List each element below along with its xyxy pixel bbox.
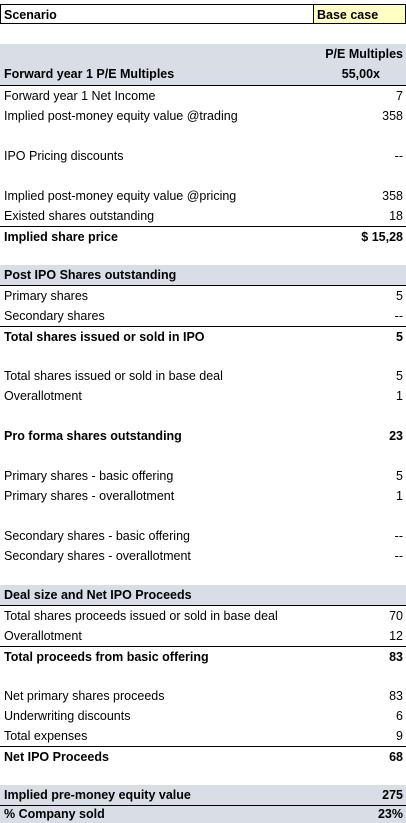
table-row: Primary shares 5 bbox=[0, 286, 406, 306]
pre-money-row: Implied pre-money equity value 275 bbox=[0, 785, 406, 806]
row-value: 9 bbox=[396, 729, 403, 743]
table-row: Secondary shares - basic offering -- bbox=[0, 526, 406, 546]
scenario-value-cell[interactable]: Base case bbox=[314, 4, 406, 24]
table-row: Overallotment 12 bbox=[0, 626, 406, 646]
table-row: Secondary shares -- bbox=[0, 306, 406, 326]
table-row: Total shares proceeds issued or sold in … bbox=[0, 606, 406, 626]
deal-section-header: Deal size and Net IPO Proceeds bbox=[0, 585, 406, 606]
row-value: 358 bbox=[382, 189, 403, 203]
company-sold-value: 23% bbox=[377, 807, 403, 821]
row-value: 12 bbox=[389, 629, 403, 643]
row-value: 18 bbox=[389, 209, 403, 223]
total-ipo-shares-label: Total shares issued or sold in IPO bbox=[4, 330, 205, 344]
table-row: IPO Pricing discounts -- bbox=[0, 146, 406, 166]
net-proceeds-value: 68 bbox=[389, 750, 403, 764]
row-label: IPO Pricing discounts bbox=[4, 149, 124, 163]
pro-forma-row: Pro forma shares outstanding 23 bbox=[0, 426, 406, 446]
pe-title-row: Forward year 1 P/E Multiples 55,00x bbox=[0, 64, 406, 86]
scenario-value[interactable]: Base case bbox=[317, 8, 379, 22]
deal-section-title: Deal size and Net IPO Proceeds bbox=[4, 588, 192, 602]
company-sold-label: % Company sold bbox=[4, 807, 105, 821]
row-label: Underwriting discounts bbox=[4, 709, 131, 723]
row-label: Secondary shares bbox=[4, 309, 105, 323]
row-value: -- bbox=[394, 309, 403, 323]
row-value: -- bbox=[394, 149, 403, 163]
pe-title: Forward year 1 P/E Multiples bbox=[4, 67, 175, 81]
row-label: Existed shares outstanding bbox=[4, 209, 155, 223]
row-label: Primary shares - overallotment bbox=[4, 489, 175, 503]
scenario-label-cell: Scenario bbox=[0, 4, 314, 24]
row-label: Secondary shares - overallotment bbox=[4, 549, 191, 563]
pre-money-label: Implied pre-money equity value bbox=[4, 788, 191, 802]
row-value: 1 bbox=[396, 389, 403, 403]
row-label: Total shares proceeds issued or sold in … bbox=[4, 609, 278, 623]
table-row: Existed shares outstanding 18 bbox=[0, 206, 406, 226]
total-basic-label: Total proceeds from basic offering bbox=[4, 650, 209, 664]
net-proceeds-row: Net IPO Proceeds 68 bbox=[0, 746, 406, 767]
row-label: Implied post-money equity value @pricing bbox=[4, 189, 237, 203]
shares-section-header: Post IPO Shares outstanding bbox=[0, 265, 406, 286]
row-value: 5 bbox=[396, 289, 403, 303]
row-value: 358 bbox=[382, 109, 403, 123]
table-row: Implied post-money equity value @trading… bbox=[0, 106, 406, 126]
total-ipo-shares-row: Total shares issued or sold in IPO 5 bbox=[0, 326, 406, 347]
pe-multiple: 55,00x bbox=[341, 67, 380, 81]
row-label: Primary shares bbox=[4, 289, 89, 303]
table-row: Primary shares - basic offering 5 bbox=[0, 466, 406, 486]
table-row: Forward year 1 Net Income 7 bbox=[0, 86, 406, 106]
table-row: Underwriting discounts 6 bbox=[0, 706, 406, 726]
pe-column-header: P/E Multiples bbox=[325, 47, 403, 61]
row-value: 7 bbox=[396, 89, 403, 103]
share-price-row: Implied share price $ 15,28 bbox=[0, 226, 406, 247]
row-label: Total shares issued or sold in base deal bbox=[4, 369, 223, 383]
total-ipo-shares-value: 5 bbox=[396, 330, 403, 344]
share-price-value: $ 15,28 bbox=[361, 230, 403, 244]
pre-money-value: 275 bbox=[382, 788, 403, 802]
row-value: 1 bbox=[396, 489, 403, 503]
row-value: 5 bbox=[396, 469, 403, 483]
pe-column-header-row: P/E Multiples bbox=[0, 44, 406, 64]
row-label: Implied post-money equity value @trading bbox=[4, 109, 238, 123]
row-label: Secondary shares - basic offering bbox=[4, 529, 190, 543]
row-label: Net primary shares proceeds bbox=[4, 689, 165, 703]
table-row: Total shares issued or sold in base deal… bbox=[0, 366, 406, 386]
row-label: Overallotment bbox=[4, 389, 82, 403]
table-row: Primary shares - overallotment 1 bbox=[0, 486, 406, 506]
scenario-label: Scenario bbox=[4, 8, 57, 22]
table-row: Secondary shares - overallotment -- bbox=[0, 546, 406, 566]
shares-section-title: Post IPO Shares outstanding bbox=[4, 268, 177, 282]
row-value: 6 bbox=[396, 709, 403, 723]
row-label: Overallotment bbox=[4, 629, 82, 643]
row-value: 5 bbox=[396, 369, 403, 383]
row-label: Forward year 1 Net Income bbox=[4, 89, 156, 103]
share-price-label: Implied share price bbox=[4, 230, 118, 244]
net-proceeds-label: Net IPO Proceeds bbox=[4, 750, 109, 764]
row-value: 70 bbox=[389, 609, 403, 623]
row-value: -- bbox=[394, 529, 403, 543]
table-row: Overallotment 1 bbox=[0, 386, 406, 406]
table-row: Net primary shares proceeds 83 bbox=[0, 686, 406, 706]
row-value: 83 bbox=[389, 689, 403, 703]
row-value: -- bbox=[394, 549, 403, 563]
table-row: Total expenses 9 bbox=[0, 726, 406, 746]
company-sold-row: % Company sold 23% bbox=[0, 806, 406, 823]
row-label: Primary shares - basic offering bbox=[4, 469, 174, 483]
pro-forma-value: 23 bbox=[389, 429, 403, 443]
total-basic-value: 83 bbox=[389, 650, 403, 664]
pro-forma-label: Pro forma shares outstanding bbox=[4, 429, 182, 443]
table-row: Implied post-money equity value @pricing… bbox=[0, 186, 406, 206]
row-label: Total expenses bbox=[4, 729, 88, 743]
total-basic-row: Total proceeds from basic offering 83 bbox=[0, 646, 406, 667]
scenario-row: Scenario Base case bbox=[0, 4, 406, 24]
